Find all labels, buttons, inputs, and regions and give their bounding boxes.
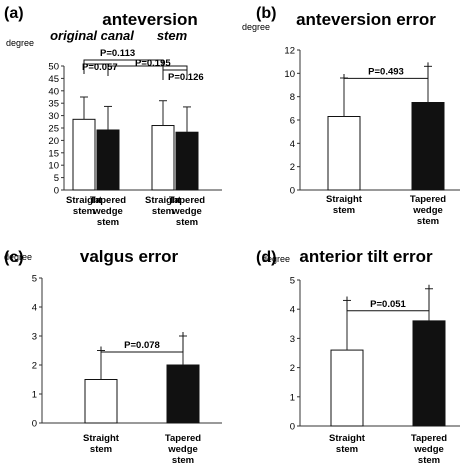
y-tick-label: 1 bbox=[290, 392, 295, 403]
x-category-label: Straight stem bbox=[145, 195, 182, 217]
bar bbox=[327, 116, 361, 191]
p-value-label: P=0.195 bbox=[135, 58, 171, 69]
significance-bracket bbox=[346, 284, 430, 312]
significance-bracket bbox=[100, 332, 184, 353]
y-tick-label: 4 bbox=[290, 139, 295, 150]
y-tick-label: 12 bbox=[284, 46, 295, 57]
y-axis-label: degree bbox=[262, 254, 290, 264]
bar bbox=[330, 349, 364, 427]
chart-panel: (b) anteversion error degree 0 2 4 6 8 10 12 Strai… bbox=[242, 5, 460, 227]
y-tick-label: 5 bbox=[32, 274, 37, 285]
chart-panel: (c) valgus error degree 0 1 2 3 4 5 Straight stem T… bbox=[4, 247, 222, 466]
y-tick-label: 2 bbox=[290, 363, 295, 374]
y-tick-label: 1 bbox=[32, 390, 37, 401]
x-category-label: Tapered wedge stem bbox=[90, 195, 126, 228]
x-category-label: Straight stem bbox=[66, 195, 103, 217]
x-category-label: Straight stem bbox=[329, 433, 366, 455]
y-tick-label: 35 bbox=[48, 99, 59, 110]
panel-label: (d) bbox=[256, 249, 276, 266]
y-tick-label: 4 bbox=[290, 305, 295, 316]
p-value-label: P=0.078 bbox=[124, 340, 160, 351]
group-label: original canal bbox=[50, 28, 134, 43]
bar bbox=[175, 131, 199, 191]
p-value-label: P=0.493 bbox=[368, 66, 404, 77]
significance-bracket bbox=[83, 63, 109, 74]
bar bbox=[166, 364, 200, 424]
x-category-label: Straight stem bbox=[83, 433, 120, 455]
bar bbox=[72, 118, 96, 191]
y-tick-label: 10 bbox=[284, 69, 295, 80]
y-tick-label: 5 bbox=[290, 276, 295, 287]
chart-title: anterior tilt error bbox=[299, 247, 433, 266]
x-category-label: Tapered wedge stem bbox=[411, 433, 447, 466]
x-category-label: Tapered wedge stem bbox=[165, 433, 201, 466]
panel-label: (c) bbox=[4, 249, 24, 266]
y-tick-label: 0 bbox=[32, 419, 37, 430]
y-tick-label: 3 bbox=[290, 334, 295, 345]
panel-label: (a) bbox=[4, 5, 24, 22]
y-axis-label: degree bbox=[6, 38, 34, 48]
y-tick-label: 0 bbox=[54, 186, 59, 197]
significance-bracket bbox=[162, 69, 188, 80]
y-axis-label: degree bbox=[242, 22, 270, 32]
y-tick-label: 20 bbox=[48, 136, 59, 147]
bar bbox=[411, 102, 445, 191]
y-tick-label: 25 bbox=[48, 124, 59, 135]
y-tick-label: 30 bbox=[48, 111, 59, 122]
y-tick-label: 10 bbox=[48, 161, 59, 172]
y-tick-label: 15 bbox=[48, 148, 59, 159]
y-tick-label: 8 bbox=[290, 92, 295, 103]
y-tick-label: 0 bbox=[290, 422, 295, 433]
bar bbox=[412, 320, 446, 427]
y-tick-label: 3 bbox=[32, 332, 37, 343]
y-tick-label: 40 bbox=[48, 86, 59, 97]
chart-title: anteversion bbox=[102, 10, 197, 29]
y-tick-label: 2 bbox=[290, 162, 295, 173]
chart-title: anteversion error bbox=[296, 10, 436, 29]
bar bbox=[96, 129, 120, 191]
p-value-label: P=0.051 bbox=[370, 299, 406, 310]
y-tick-label: 6 bbox=[290, 116, 295, 127]
x-category-label: Tapered wedge stem bbox=[169, 195, 205, 228]
x-category-label: Tapered wedge stem bbox=[410, 194, 446, 227]
panel-label: (b) bbox=[256, 5, 276, 22]
y-tick-label: 4 bbox=[32, 303, 37, 314]
group-label: stem bbox=[157, 28, 188, 43]
bar bbox=[84, 379, 118, 424]
p-value-label: P=0.126 bbox=[168, 72, 204, 83]
chart-title: valgus error bbox=[80, 247, 179, 266]
bar bbox=[151, 125, 175, 191]
y-tick-label: 5 bbox=[54, 173, 59, 184]
x-category-label: Straight stem bbox=[326, 194, 363, 216]
p-value-label: P=0.113 bbox=[100, 48, 135, 59]
y-tick-label: 2 bbox=[32, 361, 37, 372]
significance-bracket bbox=[343, 62, 429, 79]
y-tick-label: 45 bbox=[48, 74, 59, 85]
y-tick-label: 0 bbox=[290, 186, 295, 197]
chart-panel: (d) anterior tilt error degree 0 1 2 3 4 5 Straig… bbox=[256, 247, 460, 466]
y-tick-label: 50 bbox=[48, 62, 59, 73]
p-value-label: P=0.057 bbox=[82, 62, 118, 73]
y-axis-label: degree bbox=[4, 252, 32, 262]
